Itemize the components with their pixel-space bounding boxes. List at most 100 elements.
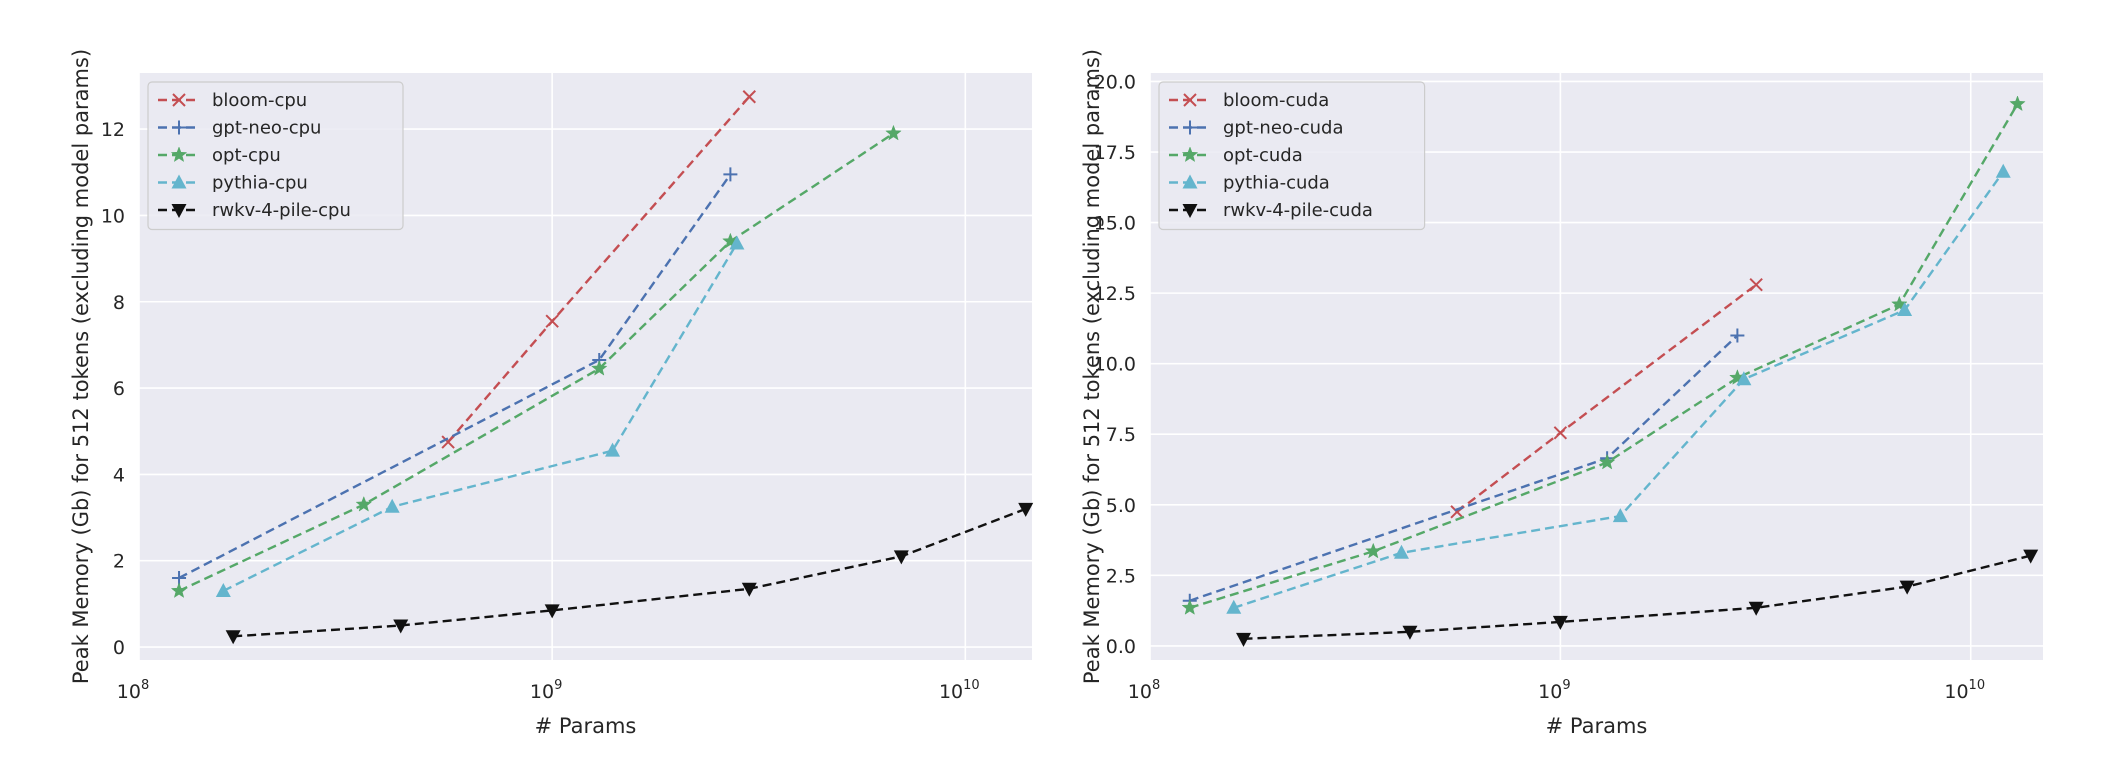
y-tick-label: 2 xyxy=(113,551,125,573)
legend-cpu: bloom-cpu gpt-neo-cpu opt-cpu pythia-cpu rwk… xyxy=(147,81,404,231)
legend-item-bloom-cuda: bloom-cuda xyxy=(1169,90,1329,111)
legend-item-opt-cuda: opt-cuda xyxy=(1169,145,1303,166)
x-tick-label: 109 xyxy=(530,678,562,703)
data-point xyxy=(1897,302,1913,317)
y-tick-label: 0.0 xyxy=(1106,636,1136,658)
data-point xyxy=(2009,95,2026,112)
legend-label: pythia-cpu xyxy=(212,173,308,194)
legend-label: rwkv-4-pile-cpu xyxy=(212,200,351,221)
series-pythia-cuda xyxy=(1226,163,2011,614)
legend-item-opt-cpu: opt-cpu xyxy=(158,145,281,166)
legend-label: gpt-neo-cuda xyxy=(1223,118,1344,139)
legend-label: gpt-neo-cpu xyxy=(212,118,321,139)
chart-panel-cpu: 0 2 4 6 8 10 12 108 109 1010 # Params Peak Memory (… xyxy=(69,49,1034,738)
y-tick-label: 17.5 xyxy=(1094,142,1136,164)
data-point xyxy=(1393,544,1409,559)
series-line-opt-cuda xyxy=(1189,103,2019,609)
x-axis-label: # Params xyxy=(535,714,637,738)
data-point xyxy=(1553,426,1568,440)
data-point xyxy=(742,90,757,104)
data-point xyxy=(605,442,621,457)
x-tick-label: 108 xyxy=(117,678,149,703)
series-bloom-cpu xyxy=(441,90,757,449)
series-pythia-cpu xyxy=(215,235,745,597)
legend-marker xyxy=(172,120,186,135)
data-point xyxy=(1598,453,1616,470)
data-point xyxy=(545,314,559,328)
data-point xyxy=(1402,625,1418,640)
legend-marker xyxy=(1183,93,1197,107)
x-tick-label: 109 xyxy=(1538,678,1570,703)
legend-item-bloom-cpu: bloom-cpu xyxy=(158,90,307,111)
y-axis-label: Peak Memory (Gb) for 512 tokens (excludi… xyxy=(69,49,93,684)
data-point xyxy=(893,550,909,565)
series-bloom-cuda xyxy=(1450,277,1763,519)
data-point xyxy=(1181,599,1199,615)
series-line-rwkv-4-pile-cuda xyxy=(1243,554,2031,640)
legend-label: opt-cpu xyxy=(212,145,281,166)
data-point xyxy=(215,582,231,597)
series-line-pythia-cpu xyxy=(222,242,738,592)
legend-frame xyxy=(1158,81,1426,231)
legend-item-gpt-neo-cpu: gpt-neo-cpu xyxy=(158,118,321,139)
data-point xyxy=(1899,580,1915,595)
data-point xyxy=(441,435,455,449)
y-tick-label: 2.5 xyxy=(1106,565,1136,587)
legend-marker xyxy=(172,93,186,107)
data-point xyxy=(2023,549,2039,564)
legend-label: bloom-cpu xyxy=(212,90,307,111)
data-point xyxy=(885,124,902,141)
y-tick-label: 5.0 xyxy=(1106,495,1136,517)
legend-label: rwkv-4-pile-cuda xyxy=(1223,200,1373,221)
legend-label: opt-cuda xyxy=(1223,145,1303,166)
data-point xyxy=(1018,502,1034,517)
data-point xyxy=(544,604,560,619)
y-tick-label: 10.0 xyxy=(1094,354,1136,376)
legend-label: pythia-cuda xyxy=(1223,173,1330,194)
legend-marker xyxy=(171,174,187,189)
series-line-pythia-cuda xyxy=(1233,171,2005,609)
y-tick-label: 15.0 xyxy=(1094,213,1136,235)
y-axis-label: Peak Memory (Gb) for 512 tokens (excludi… xyxy=(1080,49,1104,684)
data-point xyxy=(1226,599,1242,614)
data-point xyxy=(170,582,188,598)
series-opt-cuda xyxy=(1181,95,2026,615)
data-point xyxy=(1891,295,1908,312)
data-point xyxy=(384,498,400,513)
data-point xyxy=(1364,542,1382,559)
legend-marker xyxy=(1182,174,1198,189)
data-point xyxy=(1730,328,1745,343)
data-point xyxy=(1552,615,1568,630)
data-point xyxy=(741,582,757,597)
y-tick-label: 20.0 xyxy=(1094,71,1136,93)
legend-marker xyxy=(1182,204,1198,218)
legend-item-rwkv-4-pile-cpu: rwkv-4-pile-cpu xyxy=(158,200,351,221)
y-tick-label: 0 xyxy=(113,637,125,659)
y-tick-label: 10 xyxy=(101,205,125,227)
data-point xyxy=(723,167,738,182)
data-point xyxy=(355,495,373,512)
y-tick-label: 7.5 xyxy=(1106,424,1136,446)
legend-marker xyxy=(170,146,188,163)
legend-marker xyxy=(1183,120,1197,135)
data-point xyxy=(729,235,745,250)
y-tick-label: 4 xyxy=(113,464,125,486)
series-line-gpt-neo-cpu xyxy=(178,173,732,580)
series-rwkv-4-pile-cpu xyxy=(225,502,1034,645)
y-tick-label: 6 xyxy=(113,378,125,400)
x-tick-label: 1010 xyxy=(1944,678,1985,703)
data-point xyxy=(1995,163,2011,178)
y-tick-label: 12 xyxy=(101,119,125,141)
data-point xyxy=(225,630,241,645)
y-tick-label: 12.5 xyxy=(1094,283,1136,305)
y-tick-label: 8 xyxy=(113,292,125,314)
data-point xyxy=(1748,601,1764,616)
legend-marker xyxy=(171,204,187,218)
data-point xyxy=(1749,277,1763,292)
legend-item-pythia-cuda: pythia-cuda xyxy=(1169,173,1330,194)
data-point xyxy=(1612,508,1628,523)
x-tick-label: 1010 xyxy=(939,678,980,703)
data-point xyxy=(590,359,608,376)
legend-item-gpt-neo-cuda: gpt-neo-cuda xyxy=(1169,118,1344,139)
